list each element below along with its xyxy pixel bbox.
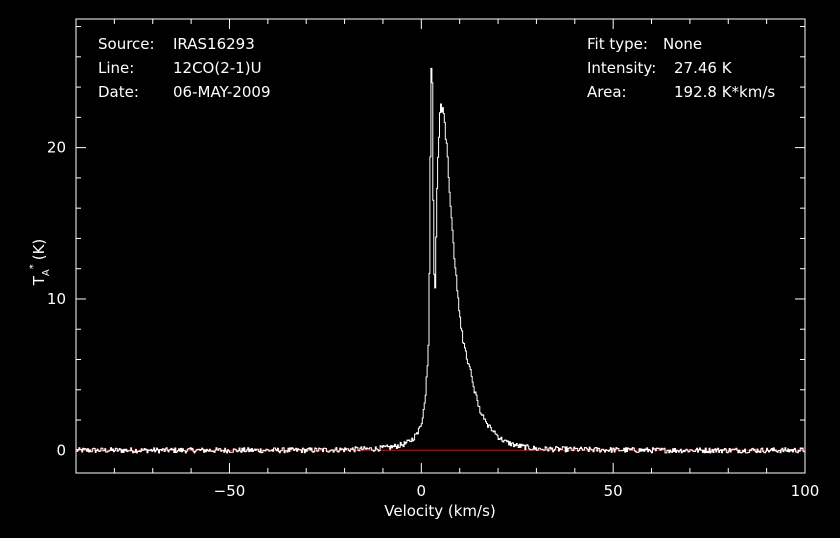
y-tick-label: 10 <box>47 290 66 308</box>
date-value: 06-MAY-2009 <box>173 83 271 101</box>
line-label: Line: <box>98 59 135 77</box>
intensity-label: Intensity: <box>587 59 657 77</box>
plot-frame <box>75 18 806 474</box>
source-label: Source: <box>98 35 155 53</box>
y-axis-symbol: T <box>30 275 48 286</box>
line-value: 12CO(2-1)U <box>173 59 262 77</box>
fit-type-value: None <box>663 35 703 53</box>
axis-ticks <box>75 19 806 473</box>
x-tick-label: 50 <box>604 482 623 500</box>
x-tick-label: −50 <box>214 482 246 500</box>
x-tick-label: 0 <box>417 482 427 500</box>
y-axis-unit: (K) <box>30 239 48 261</box>
fit-type-label: Fit type: <box>587 35 648 53</box>
tick-labels: −50 0 50 100 0 10 20 <box>47 139 819 500</box>
svg-text:TA*(K): TA* (K) <box>28 239 52 287</box>
y-tick-label: 0 <box>56 441 66 459</box>
intensity-value: 27.46 K <box>674 59 732 77</box>
date-label: Date: <box>98 83 139 101</box>
y-tick-label: 20 <box>47 139 66 157</box>
spectrum-series <box>76 67 806 454</box>
area-value: 192.8 K*km/s <box>674 83 776 101</box>
y-axis-superscript: * <box>28 264 39 269</box>
x-axis-label: Velocity (km/s) <box>384 502 495 520</box>
x-tick-label: 100 <box>791 482 820 500</box>
y-axis-subscript: A <box>41 269 52 276</box>
source-value: IRAS16293 <box>173 35 255 53</box>
area-label: Area: <box>587 83 627 101</box>
y-axis-label: TA* (K) <box>28 239 52 287</box>
